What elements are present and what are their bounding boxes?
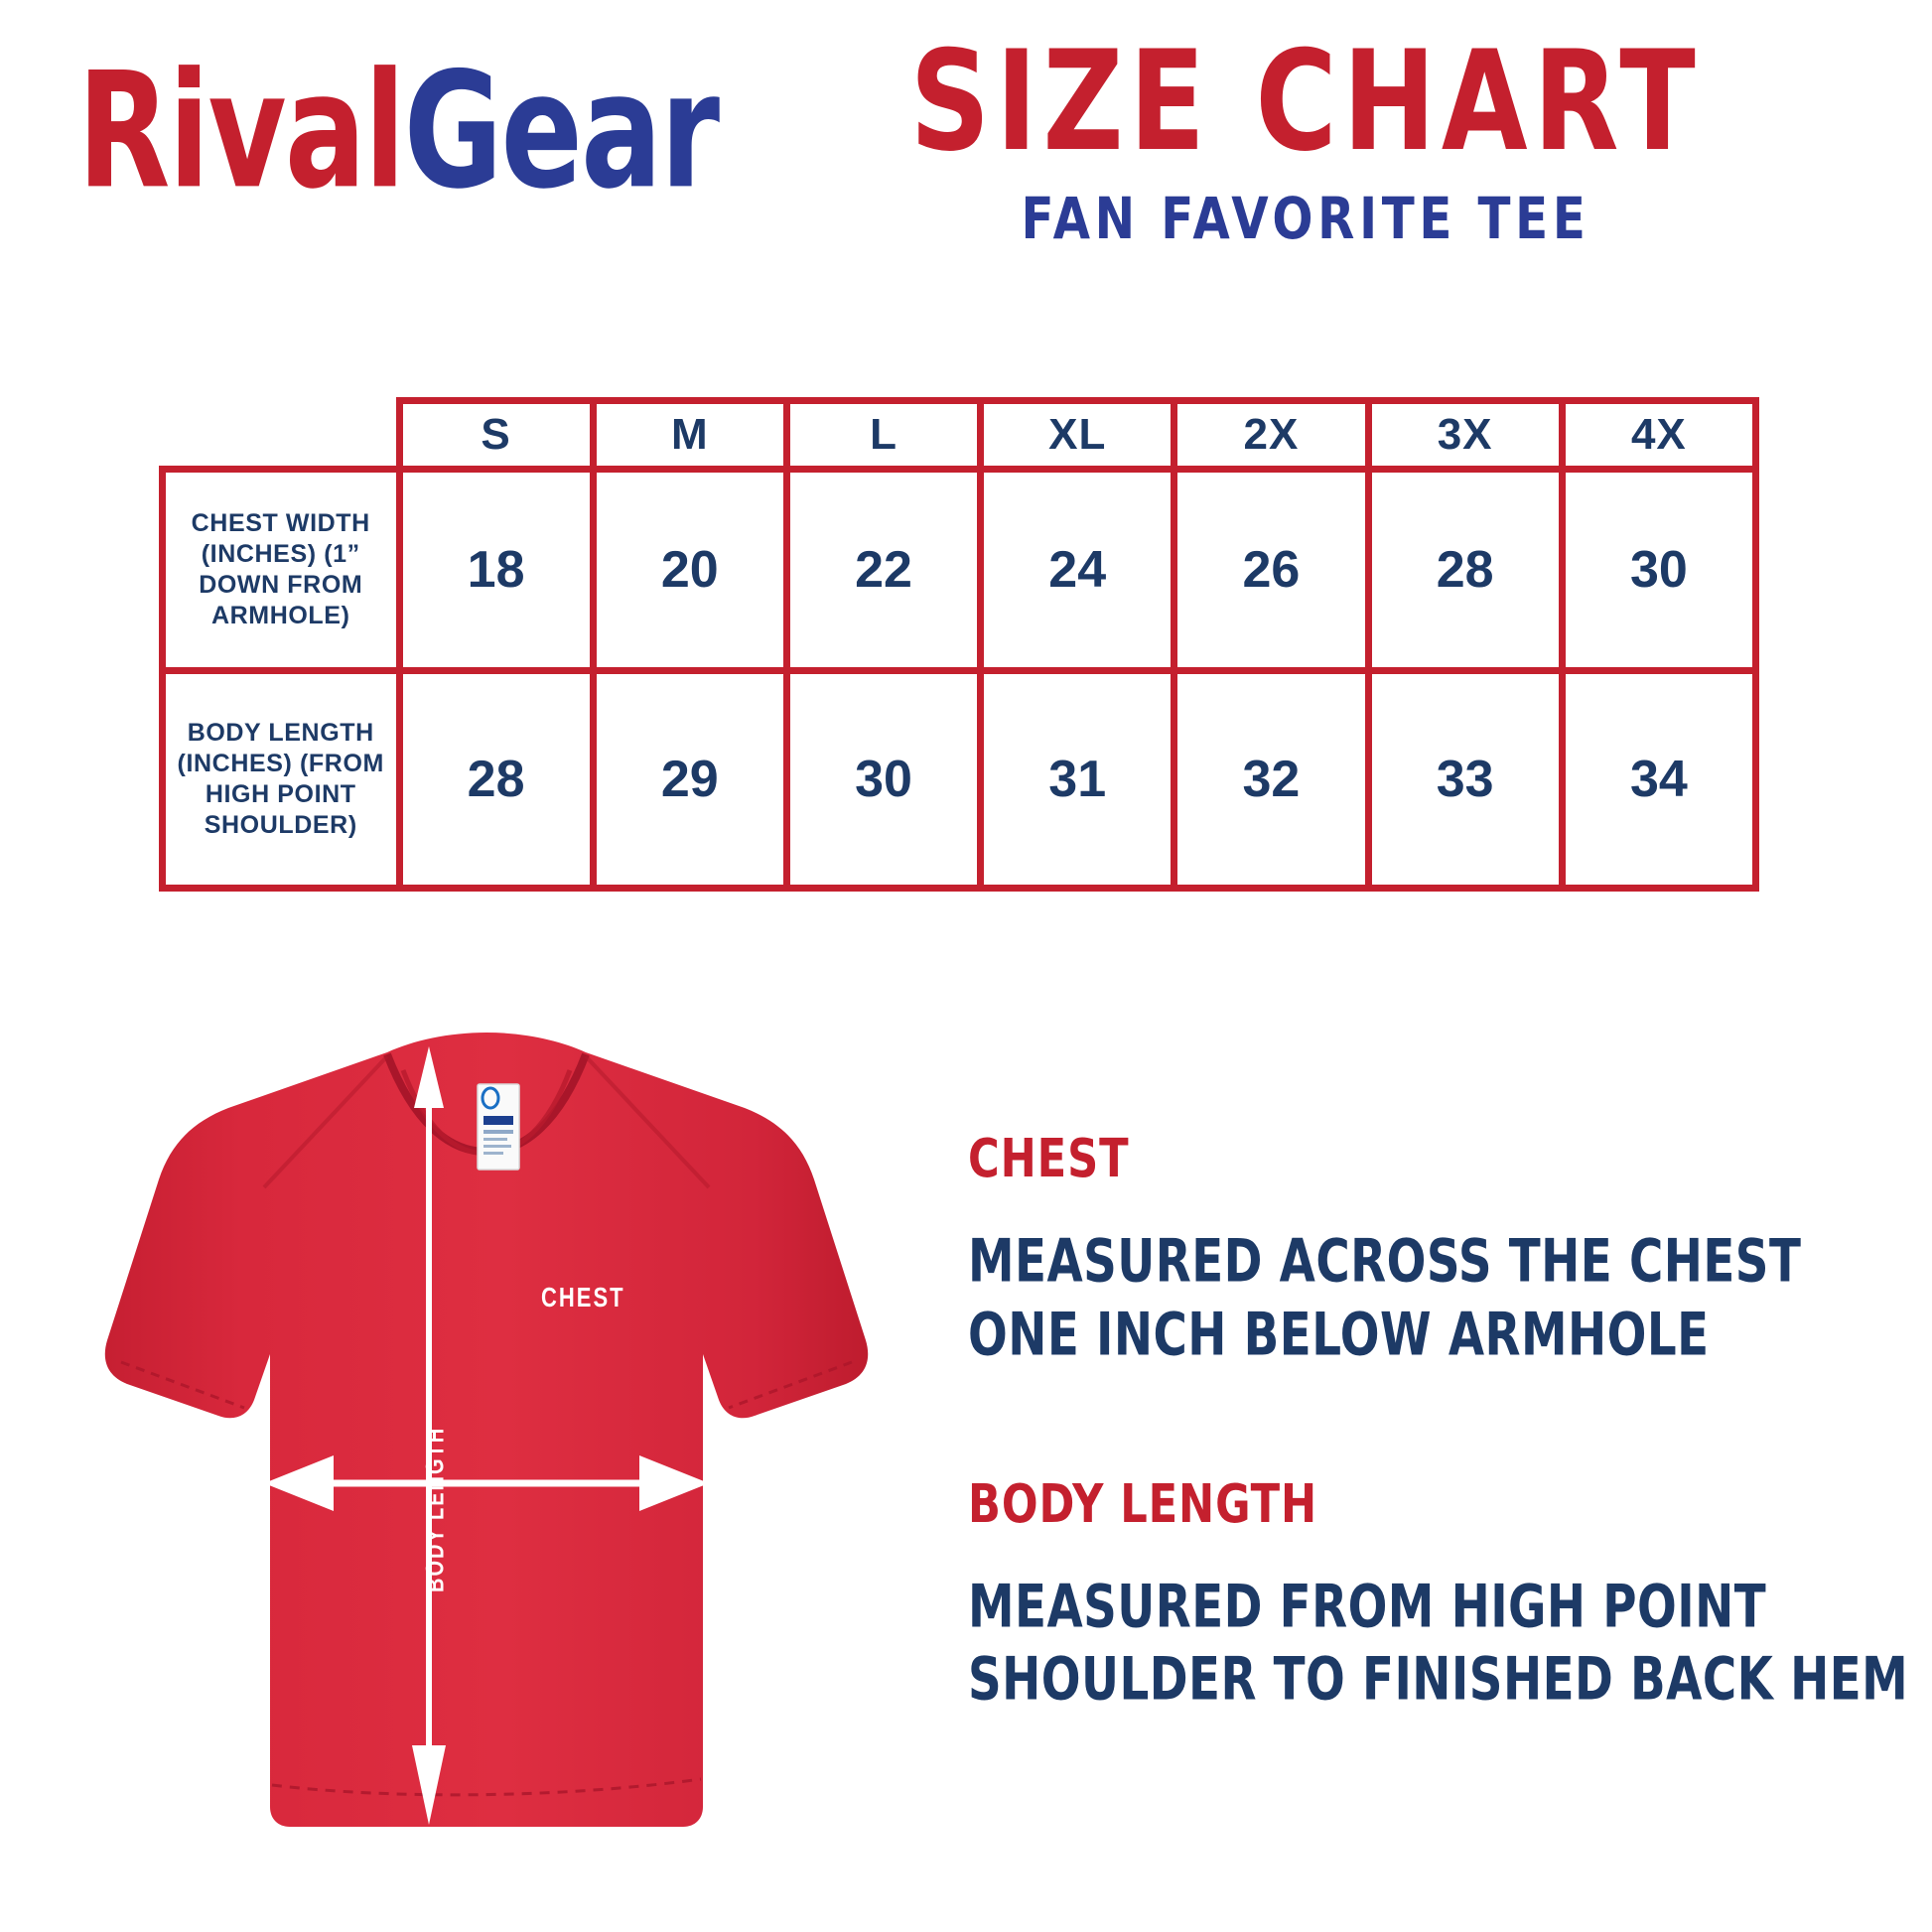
size-header-s: S bbox=[395, 397, 597, 473]
cell-chest-xl: 24 bbox=[977, 466, 1178, 674]
info-chest-line-1: MEASURED ACROSS THE CHEST bbox=[968, 1227, 1802, 1297]
size-header-m: M bbox=[589, 397, 790, 473]
size-header-2x: 2X bbox=[1171, 397, 1372, 473]
page-subtitle: FAN FAVORITE TEE bbox=[1021, 186, 1590, 253]
cell-chest-3x: 28 bbox=[1364, 466, 1566, 674]
size-header-l: L bbox=[782, 397, 985, 473]
info-body-length-line-1: MEASURED FROM HIGH POINT bbox=[968, 1573, 1767, 1641]
cell-length-l: 30 bbox=[782, 667, 985, 892]
size-header-xl: XL bbox=[977, 397, 1178, 473]
body-length-measurement-label: BODY LENGTH bbox=[422, 1426, 450, 1592]
tshirt-sleeve-hem-right bbox=[728, 1360, 853, 1410]
cell-chest-2x: 26 bbox=[1171, 466, 1372, 674]
size-chart-table-wrapper: S M L XL 2X 3X 4X CHEST WIDTH (INCHES) (… bbox=[159, 397, 1760, 892]
row-label-chest-width: CHEST WIDTH (INCHES) (1” DOWN FROM ARMHO… bbox=[159, 466, 403, 674]
tshirt-bottom-hem bbox=[271, 1777, 702, 1797]
tshirt-graphic bbox=[104, 1033, 869, 1827]
chest-measurement-label: CHEST bbox=[541, 1282, 625, 1313]
size-chart-table: S M L XL 2X 3X 4X CHEST WIDTH (INCHES) (… bbox=[159, 397, 1760, 892]
info-lines-body-length: MEASURED FROM HIGH POINT SHOULDER TO FIN… bbox=[968, 1567, 1908, 1714]
chest-arrow-head-left bbox=[264, 1455, 334, 1511]
cell-chest-s: 18 bbox=[395, 466, 597, 674]
info-group-body-length: BODY LENGTH MEASURED FROM HIGH POINT SHO… bbox=[968, 1472, 1908, 1715]
info-heading-body-length: BODY LENGTH bbox=[968, 1472, 1318, 1535]
cell-length-4x: 34 bbox=[1558, 667, 1760, 892]
measurement-info-panel: CHEST MEASURED ACROSS THE CHEST ONE INCH… bbox=[968, 1127, 1908, 1715]
cell-length-3x: 33 bbox=[1364, 667, 1566, 892]
body-length-arrow-head-top bbox=[414, 1046, 444, 1108]
brand-logo-gear: Gear bbox=[403, 38, 720, 225]
table-header-row: S M L XL 2X 3X 4X bbox=[163, 397, 1760, 473]
title-block: SIZE CHART FAN FAVORITE TEE bbox=[849, 20, 1762, 248]
chest-arrow-head-right bbox=[639, 1455, 709, 1511]
cell-chest-l: 22 bbox=[782, 466, 985, 674]
size-header-3x: 3X bbox=[1364, 397, 1566, 473]
info-heading-chest: CHEST bbox=[968, 1127, 1130, 1190]
info-lines-chest: MEASURED ACROSS THE CHEST ONE INCH BELOW… bbox=[968, 1221, 1862, 1369]
tshirt-neck-label bbox=[477, 1083, 520, 1171]
table-corner-cell bbox=[163, 401, 400, 470]
cell-length-xl: 31 bbox=[977, 667, 1178, 892]
table-row-body-length: BODY LENGTH (INCHES) (FROM HIGH POINT SH… bbox=[159, 667, 1760, 892]
info-group-chest: CHEST MEASURED ACROSS THE CHEST ONE INCH… bbox=[968, 1127, 1862, 1369]
tshirt-illustration bbox=[60, 1013, 913, 1886]
info-chest-line-2: ONE INCH BELOW ARMHOLE bbox=[968, 1301, 1710, 1370]
size-header-4x: 4X bbox=[1558, 397, 1760, 473]
cell-chest-4x: 30 bbox=[1558, 466, 1760, 674]
brand-logo-rival: Rival bbox=[77, 38, 406, 225]
page-title: SIZE CHART bbox=[909, 20, 1702, 183]
tshirt-sleeve-hem-left bbox=[120, 1360, 245, 1410]
tshirt-shoulder-seam-right bbox=[584, 1054, 711, 1189]
cell-chest-m: 20 bbox=[589, 466, 790, 674]
info-body-length-line-2: SHOULDER TO FINISHED BACK HEM bbox=[968, 1646, 1909, 1715]
tshirt-shoulder-seam-left bbox=[262, 1054, 389, 1189]
tshirt-body-shape bbox=[104, 1033, 869, 1827]
page-header: RivalGear SIZE CHART FAN FAVORITE TEE bbox=[0, 0, 1932, 298]
body-length-arrow-head-bottom bbox=[412, 1745, 446, 1825]
table-body: CHEST WIDTH (INCHES) (1” DOWN FROM ARMHO… bbox=[159, 466, 1760, 892]
cell-length-m: 29 bbox=[589, 667, 790, 892]
row-label-body-length: BODY LENGTH (INCHES) (FROM HIGH POINT SH… bbox=[159, 667, 403, 892]
cell-length-s: 28 bbox=[395, 667, 597, 892]
brand-logo: RivalGear bbox=[77, 52, 720, 211]
table-row-chest-width: CHEST WIDTH (INCHES) (1” DOWN FROM ARMHO… bbox=[159, 466, 1760, 674]
table-header: S M L XL 2X 3X 4X bbox=[163, 397, 1760, 473]
cell-length-2x: 32 bbox=[1171, 667, 1372, 892]
